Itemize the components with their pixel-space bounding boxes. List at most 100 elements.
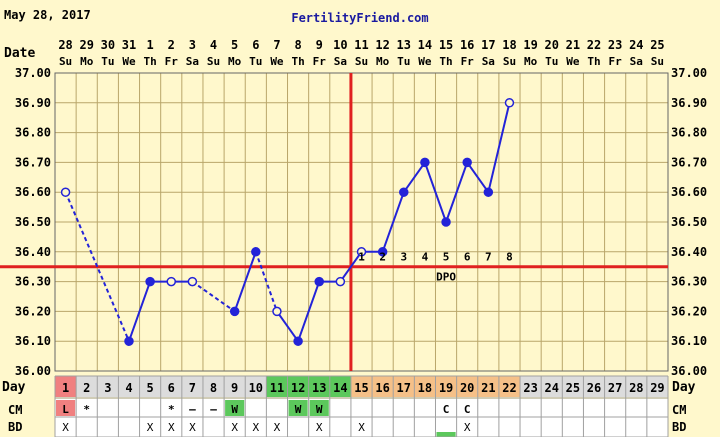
date-number: 1 (147, 38, 154, 52)
cm-mark: C (464, 403, 471, 416)
date-number: 29 (79, 38, 93, 52)
y-tick-label-right: 37.00 (671, 66, 707, 80)
weekday-label: We (418, 55, 432, 68)
temperature-segment (423, 162, 447, 223)
bd-cell-highlight (436, 432, 456, 437)
temperature-point (251, 247, 261, 257)
day-number: 14 (333, 381, 347, 395)
day-cell-highlight (477, 376, 499, 397)
day-cell-highlight (435, 376, 457, 397)
temperature-point (377, 247, 388, 257)
y-tick-label: 36.70 (15, 155, 51, 169)
cm-mark: – (210, 403, 217, 416)
day-number: 3 (104, 381, 111, 395)
weekday-label: Th (587, 55, 600, 68)
date-number: 18 (502, 38, 516, 52)
weekday-label: Tu (101, 55, 114, 68)
bd-mark: X (147, 421, 154, 434)
weekday-label: Fr (165, 55, 179, 68)
y-tick-label: 36.10 (15, 334, 51, 348)
date-number: 31 (122, 38, 136, 52)
bd-mark: X (189, 421, 196, 434)
day-number: 8 (210, 381, 217, 395)
y-tick-label: 36.60 (15, 185, 51, 199)
temperature-segment (381, 191, 405, 253)
date-number: 10 (333, 38, 347, 52)
y-tick-label-right: 36.80 (671, 126, 707, 140)
date-number: 12 (375, 38, 389, 52)
day-row-label-right: Day (672, 380, 696, 395)
weekday-label: Sa (334, 55, 347, 68)
date-number: 9 (316, 38, 323, 52)
y-tick-label-right: 36.70 (671, 155, 707, 169)
temperature-segment (466, 161, 490, 193)
day-number: 28 (629, 381, 643, 395)
cm-row-label: CM (8, 403, 22, 417)
temperature-point-open (187, 276, 198, 287)
brand-link[interactable]: FertilityFriend.com (291, 11, 428, 25)
temperature-segment (233, 251, 257, 312)
y-tick-label-right: 36.90 (671, 96, 707, 110)
weekday-label: Th (439, 55, 452, 68)
date-number: 16 (460, 38, 474, 52)
weekday-label: Th (291, 55, 304, 68)
date-number: 14 (418, 38, 432, 52)
date-number: 2 (168, 38, 175, 52)
day-number: 9 (231, 381, 238, 395)
cm-mark: * (83, 403, 90, 416)
temperature-point (314, 276, 324, 287)
day-number: 10 (249, 381, 263, 395)
date-number: 15 (439, 38, 453, 52)
temperature-segment (487, 102, 511, 193)
temperature-point (293, 336, 303, 346)
cm-mark: W (316, 403, 323, 416)
day-cell-highlight (350, 376, 373, 397)
cm-bd-background (55, 399, 668, 437)
weekday-label: Tu (249, 55, 262, 68)
cm-mark: W (231, 403, 238, 416)
y-tick-label-right: 36.10 (671, 334, 707, 348)
weekday-label: Mo (376, 55, 390, 68)
weekday-label: Su (651, 55, 664, 68)
weekday-label: Su (355, 55, 368, 68)
date-number: 22 (587, 38, 601, 52)
weekday-label: Sa (482, 55, 495, 68)
temperature-segment (402, 161, 426, 193)
bottom-rows: 1 2 3 4 5 6 7 8 9 10 11 12 13 14 15 16 17 18 19 20 21 22 23 24 2… (62, 381, 665, 434)
cm-mark: L (62, 403, 69, 416)
day-number: 1 (62, 381, 69, 395)
day-cell-highlight (266, 376, 288, 397)
date-number: 6 (252, 38, 259, 52)
cm-cell-highlight (288, 400, 308, 416)
date-number: 30 (101, 38, 115, 52)
weekday-label: We (270, 55, 284, 68)
weekday-label: Mo (80, 55, 94, 68)
axis-labels: 36.00 36.00 36.10 36.10 36.20 36.20 36.30 36.30… (15, 38, 707, 378)
day-number: 6 (168, 381, 175, 395)
y-tick-label: 36.90 (15, 96, 51, 110)
day-cell-highlight (329, 376, 351, 397)
date-number: 23 (608, 38, 622, 52)
day-number: 12 (291, 381, 305, 395)
day-number: 20 (460, 381, 474, 395)
bd-mark: X (464, 421, 471, 434)
date-number: 21 (566, 38, 580, 52)
date-number: 7 (273, 38, 280, 52)
weekday-label: Mo (524, 55, 538, 68)
bd-mark: X (274, 421, 281, 434)
cm-cell-highlight (309, 400, 329, 416)
dpo-number: 1 (358, 251, 365, 264)
weekday-label: Tu (545, 55, 558, 68)
weekday-label: Mo (228, 55, 242, 68)
y-tick-label-right: 36.40 (671, 245, 707, 259)
bd-mark: X (62, 421, 69, 434)
date-number: 19 (523, 38, 537, 52)
weekday-label: Fr (313, 55, 327, 68)
date-number: 3 (189, 38, 196, 52)
bd-mark: X (316, 421, 323, 434)
cm-cell-highlight (225, 400, 245, 416)
weekday-label: Fr (461, 55, 475, 68)
cell-backgrounds (55, 376, 668, 437)
temperature-point (145, 276, 155, 287)
y-tick-label: 37.00 (15, 66, 51, 80)
